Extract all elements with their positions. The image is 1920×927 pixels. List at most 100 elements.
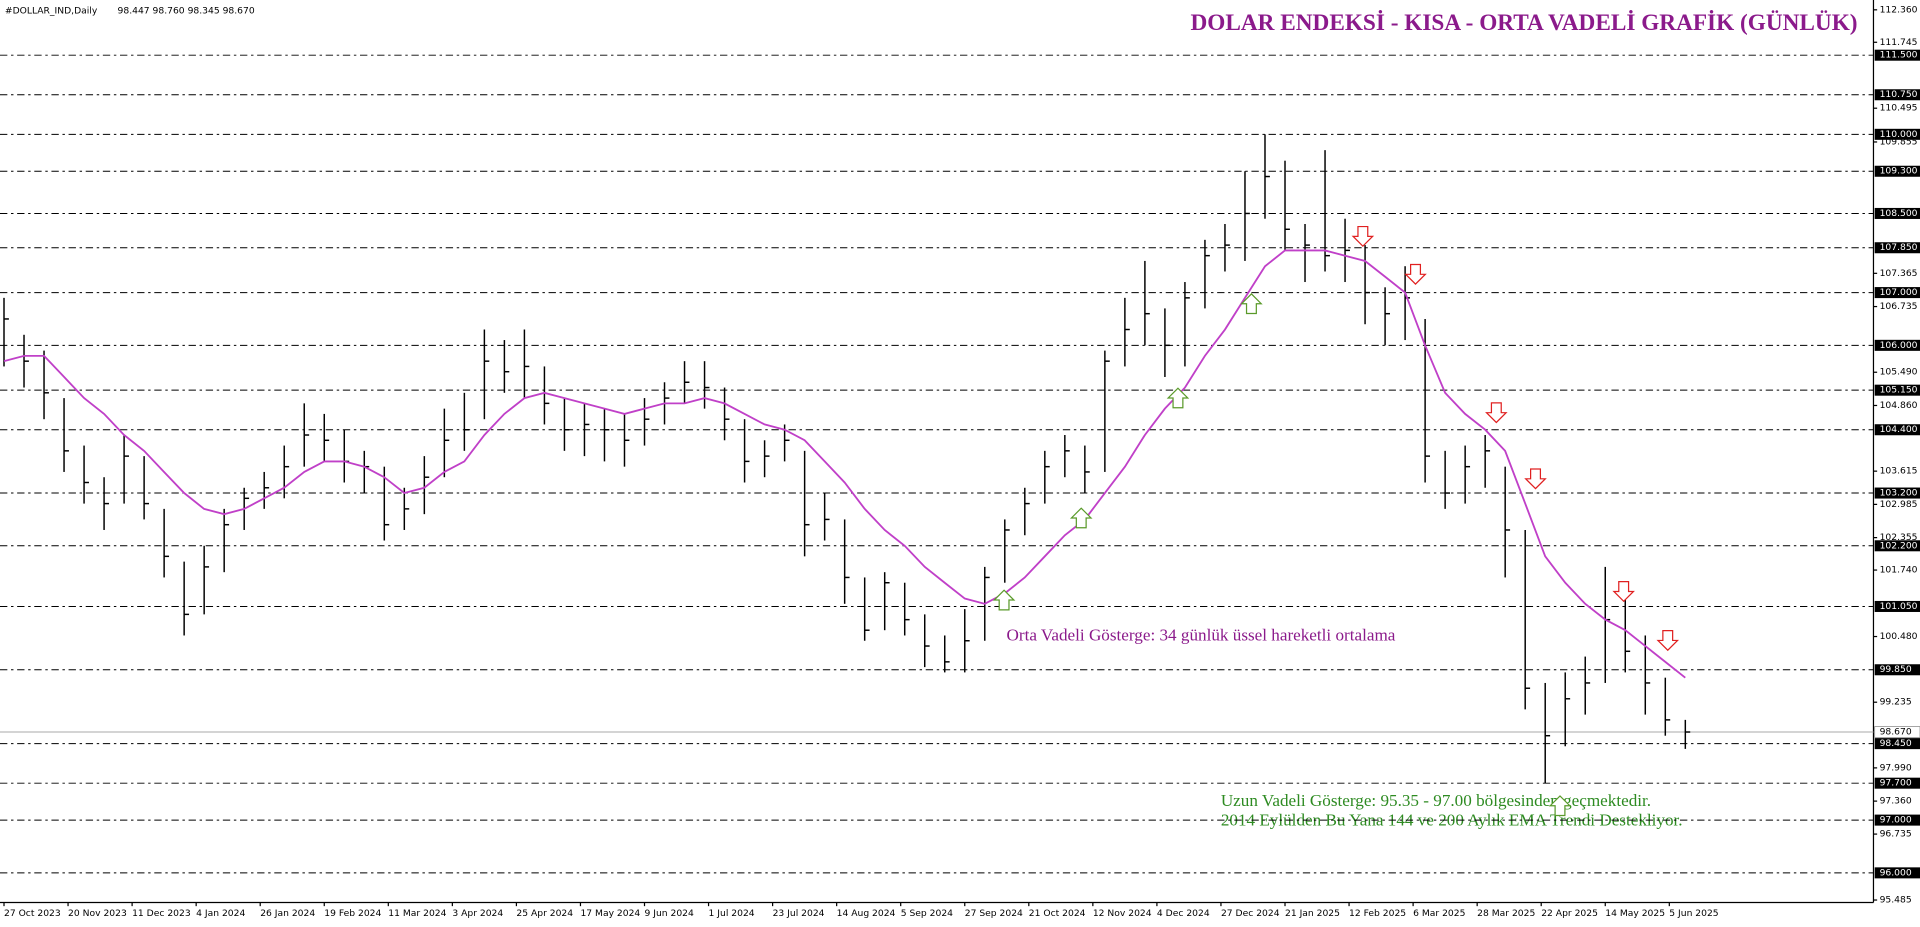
level-label: 111.500	[1880, 50, 1918, 61]
x-tick-label: 21 Jan 2025	[1285, 908, 1340, 919]
level-label-box	[1874, 600, 1920, 612]
level-label: 99.850	[1880, 664, 1912, 675]
ema-line	[3, 249, 1686, 679]
x-tick-label: 27 Dec 2024	[1221, 908, 1280, 919]
y-tick-label: 107.365	[1880, 268, 1918, 279]
level-label-box	[1874, 814, 1920, 826]
y-tick-label: 112.360	[1880, 4, 1918, 15]
level-label: 96.000	[1880, 867, 1912, 878]
level-label-box	[1874, 487, 1920, 499]
level-label: 106.000	[1880, 340, 1918, 351]
y-tick-label: 97.990	[1880, 762, 1912, 773]
buy-arrow	[1240, 293, 1263, 315]
x-tick-label: 12 Nov 2024	[1093, 908, 1152, 919]
y-tick-label: 100.480	[1880, 631, 1918, 642]
x-tick-label: 19 Feb 2024	[324, 908, 381, 919]
x-tick-label: 21 Oct 2024	[1029, 908, 1086, 919]
x-tick-label: 28 Mar 2025	[1477, 908, 1535, 919]
level-label: 108.500	[1880, 208, 1918, 219]
x-tick-label: 27 Oct 2023	[4, 908, 61, 919]
level-label-box	[1874, 128, 1920, 140]
y-tick-label: 99.235	[1880, 697, 1912, 708]
y-tick-label: 104.860	[1880, 400, 1918, 411]
x-tick-label: 14 Aug 2024	[837, 908, 896, 919]
level-label-box	[1874, 242, 1920, 254]
annotation: Orta Vadeli Gösterge: 34 günlük üssel ha…	[1007, 626, 1396, 645]
y-tick-label: 103.615	[1880, 466, 1918, 477]
level-label: 98.450	[1880, 738, 1912, 749]
buy-arrow	[1548, 795, 1572, 817]
x-tick-label: 26 Jan 2024	[260, 908, 315, 919]
x-tick-label: 23 Jul 2024	[773, 908, 825, 919]
annotation: Uzun Vadeli Gösterge: 95.35 - 97.00 bölg…	[1221, 791, 1651, 810]
buy-arrow	[992, 589, 1016, 611]
sell-arrow	[1404, 263, 1427, 285]
x-tick-label: 20 Nov 2023	[68, 908, 127, 919]
sell-arrow	[1524, 468, 1547, 490]
level-label-box	[1874, 867, 1920, 879]
x-tick-label: 12 Feb 2025	[1349, 908, 1406, 919]
level-label: 110.000	[1880, 129, 1918, 140]
level-label: 102.200	[1880, 540, 1918, 551]
level-label-box	[1874, 89, 1920, 101]
x-tick-label: 9 Jun 2024	[645, 908, 695, 919]
y-tick-label: 110.495	[1880, 103, 1918, 114]
y-tick-label: 101.740	[1880, 565, 1918, 576]
x-tick-label: 27 Sep 2024	[965, 908, 1023, 919]
x-tick-label: 22 Apr 2025	[1541, 908, 1598, 919]
level-label: 104.400	[1880, 424, 1918, 435]
y-tick-label: 105.490	[1880, 367, 1918, 378]
level-label-box	[1874, 738, 1920, 750]
level-label: 97.000	[1880, 815, 1912, 826]
y-tick-label: 102.355	[1880, 532, 1918, 543]
x-tick-label: 4 Dec 2024	[1157, 908, 1210, 919]
x-tick-label: 11 Dec 2023	[132, 908, 191, 919]
sell-arrow	[1351, 225, 1375, 248]
level-label-box	[1874, 165, 1920, 177]
x-tick-label: 14 May 2025	[1605, 908, 1665, 919]
level-label-box	[1874, 384, 1920, 396]
x-tick-label: 1 Jul 2024	[709, 908, 755, 919]
level-label: 107.000	[1880, 287, 1918, 298]
level-label-box	[1874, 424, 1920, 436]
level-label: 109.300	[1880, 166, 1918, 177]
x-tick-label: 4 Jan 2024	[196, 908, 245, 919]
buy-arrow	[1069, 507, 1093, 529]
level-label: 107.850	[1880, 242, 1918, 253]
level-label-box	[1874, 49, 1920, 61]
x-tick-label: 5 Sep 2024	[901, 908, 953, 919]
level-label: 105.150	[1880, 385, 1918, 396]
y-tick-label: 102.985	[1880, 499, 1918, 510]
x-tick-label: 6 Mar 2025	[1413, 908, 1465, 919]
x-tick-label: 17 May 2024	[580, 908, 640, 919]
y-tick-label: 109.855	[1880, 136, 1918, 147]
sell-arrow	[1656, 630, 1680, 652]
level-label: 110.750	[1880, 89, 1918, 100]
level-label: 101.050	[1880, 601, 1918, 612]
current-price-label: 98.670	[1880, 727, 1912, 738]
buy-arrow	[1166, 387, 1190, 409]
level-label-box	[1874, 207, 1920, 219]
level-label-box	[1874, 540, 1920, 552]
x-tick-label: 25 Apr 2024	[516, 908, 573, 919]
x-tick-label: 11 Mar 2024	[388, 908, 446, 919]
level-label: 97.700	[1880, 778, 1912, 789]
sell-arrow	[1485, 402, 1508, 424]
level-label-box	[1874, 664, 1920, 676]
y-tick-label: 111.745	[1880, 37, 1918, 48]
y-tick-label: 96.735	[1880, 829, 1912, 840]
x-tick-label: 5 Jun 2025	[1669, 908, 1719, 919]
level-label-box	[1874, 287, 1920, 299]
ohlc-header: 98.447 98.760 98.345 98.670	[118, 6, 255, 17]
y-tick-label: 97.360	[1880, 796, 1912, 807]
symbol: #DOLLAR_IND,Daily	[5, 6, 98, 17]
chart-title: DOLAR ENDEKSİ - KISA - ORTA VADELİ GRAFİ…	[1190, 10, 1857, 36]
level-label-box	[1874, 777, 1920, 789]
x-tick-label: 3 Apr 2024	[452, 908, 503, 919]
signal-arrows	[992, 225, 1680, 817]
y-tick-label: 95.485	[1880, 895, 1912, 906]
level-label-box	[1874, 339, 1920, 351]
plot	[0, 54, 1874, 874]
